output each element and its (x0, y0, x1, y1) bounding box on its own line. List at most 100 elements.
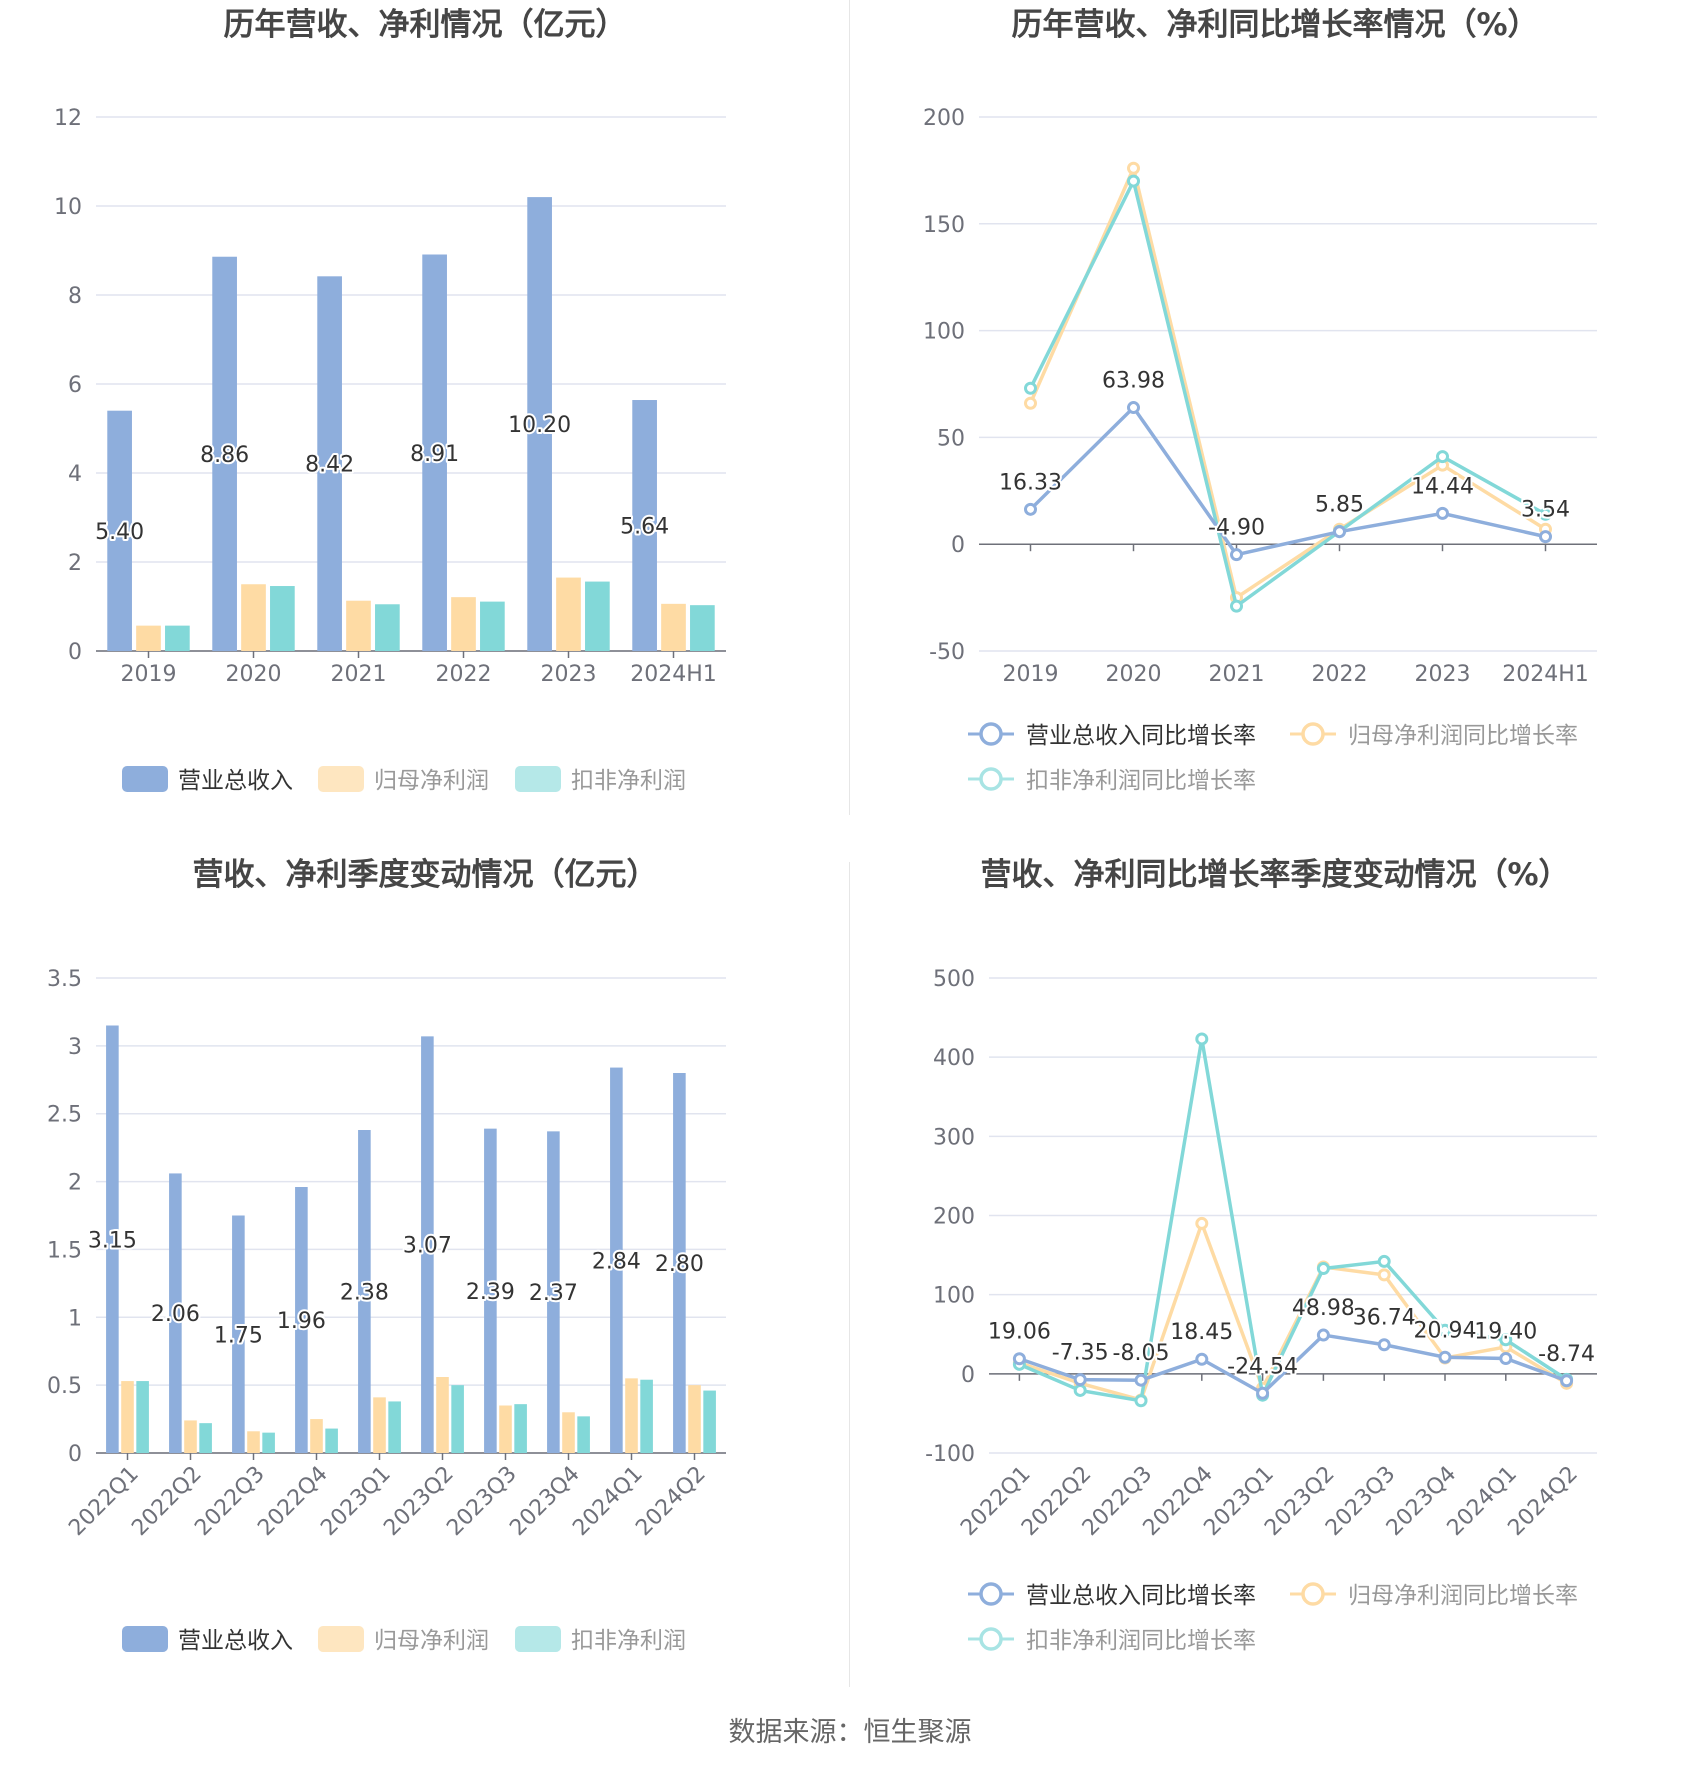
y-tick-label: 8 (68, 284, 82, 309)
bar (325, 1428, 338, 1453)
data-label: 36.74 (1353, 1306, 1416, 1331)
data-label: 8.91 (410, 442, 459, 467)
y-tick-label: 4 (68, 462, 82, 487)
legend-marker (979, 1627, 1003, 1651)
data-label: 1.96 (277, 1309, 326, 1334)
y-tick-label: 1.5 (47, 1238, 82, 1263)
chart-title: 历年营收、净利情况（亿元） (224, 7, 627, 43)
bar (262, 1432, 275, 1453)
legend-swatch (515, 1626, 561, 1652)
bar (610, 1067, 623, 1453)
data-label: 14.44 (1411, 474, 1474, 499)
data-label: 2.39 (466, 1280, 515, 1305)
bar (640, 1379, 653, 1453)
x-tick-label: 2023 (541, 662, 597, 687)
y-tick-label: 300 (933, 1125, 975, 1150)
data-label: 3.15 (88, 1228, 137, 1253)
data-point (1127, 161, 1140, 175)
legend-label: 扣非净利润同比增长率 (1026, 768, 1256, 794)
data-point (1316, 1262, 1330, 1276)
data-label: 8.86 (200, 443, 249, 468)
annual-revenue-profit-panel: 历年营收、净利情况（亿元） 0 2 4 6 8 10 12 2019 2020 2021 2022 20… (0, 0, 850, 850)
y-tick-label: 0.5 (47, 1374, 82, 1399)
data-point (1499, 1333, 1513, 1347)
data-label: 5.64 (620, 515, 669, 540)
y-tick-label: 200 (933, 1205, 975, 1230)
legend-label: 营业总收入 (178, 768, 293, 794)
data-point (1024, 502, 1037, 516)
bar (106, 1025, 119, 1453)
bar (690, 605, 715, 651)
bar (373, 1397, 386, 1453)
data-label: 8.42 (305, 453, 354, 478)
bar (136, 625, 161, 651)
bar (136, 1381, 149, 1453)
data-point (1333, 525, 1346, 539)
data-point (1436, 450, 1449, 464)
legend-swatch (122, 766, 168, 792)
y-tick-label: 10 (54, 195, 82, 220)
x-tick-label: 2020 (1106, 662, 1162, 687)
y-tick-label: 0 (951, 533, 965, 558)
data-label: 3.54 (1521, 498, 1570, 523)
legend-marker (979, 1582, 1003, 1606)
series-line (1029, 404, 1546, 557)
bar (688, 1385, 701, 1453)
y-tick-label: 2 (68, 1171, 82, 1196)
bar (422, 254, 447, 651)
x-tick-label: 2022 (436, 662, 492, 687)
bar (247, 1431, 260, 1453)
legend-label: 归母净利润同比增长率 (1348, 723, 1578, 749)
x-tick-label: 2021 (1209, 662, 1265, 687)
x-tick-label: 2021 (331, 662, 387, 687)
y-tick-label: 100 (933, 1284, 975, 1309)
legend-label: 归母净利润 (374, 1628, 489, 1654)
y-tick-label: 200 (923, 106, 965, 131)
data-label: 3.07 (403, 1234, 452, 1259)
bar (484, 1128, 497, 1453)
bar (199, 1423, 212, 1453)
bar (212, 256, 237, 651)
legend-swatch (318, 766, 364, 792)
y-tick-label: 2.5 (47, 1103, 82, 1128)
data-point (1438, 1350, 1452, 1364)
bar (358, 1130, 371, 1453)
series-line (1018, 1038, 1568, 1403)
legend-label: 营业总收入 (178, 1628, 293, 1654)
y-tick-label: 12 (54, 106, 82, 131)
bar (514, 1404, 527, 1453)
bar (585, 581, 610, 651)
bar (499, 1405, 512, 1453)
data-source-footer: 数据来源：恒生聚源 (728, 1717, 972, 1748)
legend-label: 扣非净利润 (571, 768, 686, 794)
legend-marker (1301, 722, 1325, 746)
x-tick-label: 2020 (226, 662, 282, 687)
quarterly-growth-rate-panel: 营收、净利同比增长率季度变动情况（%） -100 0 100 200 300 400 500 2… (850, 850, 1700, 1700)
data-point (1073, 1373, 1087, 1387)
legend-swatch (122, 1626, 168, 1652)
data-label: 48.98 (1292, 1296, 1355, 1321)
chart-title: 营收、净利同比增长率季度变动情况（%） (980, 857, 1569, 893)
series-line (1028, 162, 1547, 601)
data-label: 20.94 (1414, 1318, 1477, 1343)
legend-swatch (515, 766, 561, 792)
y-tick-label: 100 (923, 320, 965, 345)
data-point (1127, 401, 1140, 415)
data-label: -4.90 (1208, 516, 1265, 541)
data-point (1195, 1216, 1209, 1230)
data-point (1438, 1323, 1452, 1337)
bar (310, 1419, 323, 1453)
data-point (1560, 1374, 1574, 1388)
bar (451, 597, 476, 651)
quarterly-revenue-profit-panel: 营收、净利季度变动情况（亿元） 0 0.5 1 1.5 2 2.5 3 3.5 2022Q1 202… (0, 850, 850, 1700)
x-tick-label: 2019 (121, 662, 177, 687)
data-point (1024, 381, 1037, 395)
y-tick-label: -100 (925, 1442, 975, 1467)
bar (295, 1187, 308, 1453)
data-point (1134, 1394, 1148, 1408)
bar (703, 1390, 716, 1453)
y-tick-label: 150 (923, 213, 965, 238)
data-label: 10.20 (508, 413, 571, 438)
x-tick-label: 2024H1 (630, 662, 717, 687)
data-point (1316, 1328, 1330, 1342)
